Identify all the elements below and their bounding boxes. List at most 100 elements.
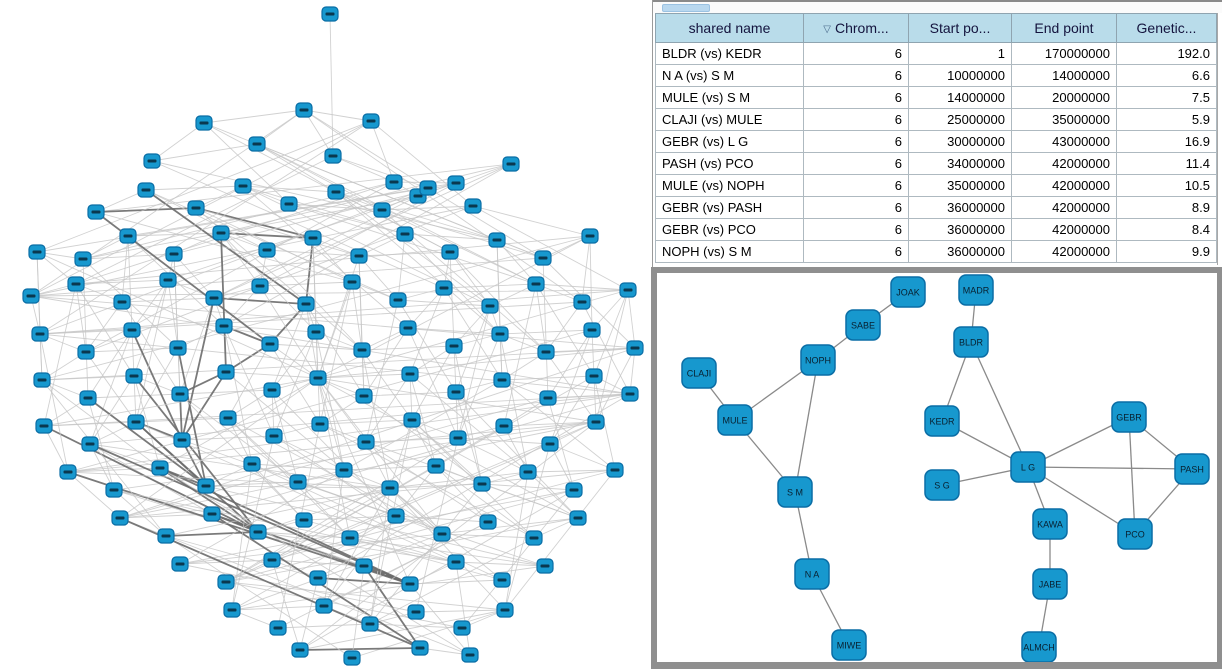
network-edge[interactable] <box>319 423 535 539</box>
network-edge[interactable] <box>461 489 575 629</box>
network-edge[interactable] <box>133 375 161 469</box>
network-edge[interactable] <box>41 379 161 469</box>
network-node[interactable] <box>143 153 161 169</box>
network-node[interactable] <box>309 570 327 586</box>
network-edge[interactable] <box>365 373 411 443</box>
table-cell[interactable]: 14000000 <box>1011 64 1117 87</box>
network-node[interactable] <box>304 230 322 246</box>
network-node[interactable] <box>447 175 465 191</box>
network-edge[interactable] <box>481 483 575 491</box>
network-edge[interactable] <box>269 343 319 379</box>
network-node-sm[interactable]: S M <box>777 476 813 508</box>
network-node[interactable] <box>321 6 339 22</box>
network-edge[interactable] <box>41 379 167 537</box>
network-node[interactable] <box>113 294 131 310</box>
network-edge[interactable] <box>361 345 455 351</box>
table-cell[interactable]: CLAJI (vs) MULE <box>655 108 804 131</box>
network-edge[interactable] <box>441 533 535 539</box>
network-edge[interactable] <box>39 187 429 335</box>
network-edge[interactable] <box>317 577 411 585</box>
network-edge[interactable] <box>119 377 319 519</box>
network-edge[interactable] <box>449 251 491 307</box>
network-edge[interactable] <box>299 647 421 651</box>
network-edge[interactable] <box>85 347 179 353</box>
network-edge[interactable] <box>407 327 501 335</box>
network-node[interactable] <box>479 514 497 530</box>
network-node[interactable] <box>111 510 129 526</box>
table-cell[interactable]: 36000000 <box>908 218 1012 241</box>
network-edge[interactable] <box>591 329 595 377</box>
network-node[interactable] <box>67 276 85 292</box>
network-edge[interactable] <box>317 377 597 423</box>
network-edge[interactable] <box>113 489 167 537</box>
network-node[interactable] <box>289 474 307 490</box>
network-edge[interactable] <box>449 251 455 347</box>
network-edge[interactable] <box>970 341 1029 468</box>
table-cell[interactable]: NOPH (vs) S M <box>655 240 804 263</box>
network-edge[interactable] <box>195 207 314 239</box>
network-edge[interactable] <box>159 467 471 656</box>
network-edge[interactable] <box>36 251 319 379</box>
network-node[interactable] <box>362 113 380 129</box>
network-node[interactable] <box>464 198 482 214</box>
network-edge[interactable] <box>547 393 631 399</box>
network-node[interactable] <box>59 464 77 480</box>
network-node[interactable] <box>381 480 399 496</box>
network-edge[interactable] <box>365 441 391 489</box>
network-node[interactable] <box>403 412 421 428</box>
network-edge[interactable] <box>75 279 169 285</box>
network-edge[interactable] <box>370 120 474 207</box>
network-node[interactable] <box>309 370 327 386</box>
network-edge[interactable] <box>36 120 372 253</box>
table-cell[interactable]: PASH (vs) PCO <box>655 152 804 175</box>
network-edge[interactable] <box>581 235 591 303</box>
network-edge[interactable] <box>67 471 411 585</box>
network-edge[interactable] <box>259 281 353 287</box>
network-node-joak[interactable]: JOAK <box>890 276 926 308</box>
network-node[interactable] <box>297 296 315 312</box>
network-edge[interactable] <box>242 185 406 235</box>
network-node[interactable] <box>357 434 375 450</box>
network-edge[interactable] <box>87 329 133 399</box>
network-edge[interactable] <box>179 393 305 521</box>
network-node[interactable] <box>234 178 252 194</box>
network-edge[interactable] <box>242 185 337 193</box>
network-edge[interactable] <box>179 297 215 395</box>
network-edge[interactable] <box>455 561 546 567</box>
network-edge[interactable] <box>133 375 259 533</box>
network-edge[interactable] <box>1027 466 1136 535</box>
network-node[interactable] <box>169 340 187 356</box>
network-edge[interactable] <box>39 120 372 335</box>
network-node[interactable] <box>81 436 99 452</box>
column-header-4[interactable]: Genetic... <box>1116 13 1217 43</box>
network-edge[interactable] <box>365 299 399 443</box>
network-node[interactable] <box>355 558 373 574</box>
network-edge[interactable] <box>231 463 253 611</box>
network-edge[interactable] <box>159 377 319 469</box>
network-node[interactable] <box>447 384 465 400</box>
network-edge[interactable] <box>181 297 215 441</box>
network-node[interactable] <box>187 200 205 216</box>
network-node[interactable] <box>157 528 175 544</box>
network-edge[interactable] <box>504 471 529 611</box>
network-edge[interactable] <box>75 283 135 377</box>
network-edge[interactable] <box>85 351 137 423</box>
subnetwork-view[interactable]: JOAK MADR SABE NOPH BLDR CLAJI MULE KEDR GEBR L G… <box>657 273 1217 662</box>
table-cell[interactable]: 20000000 <box>1011 86 1117 109</box>
network-edge[interactable] <box>203 122 290 205</box>
network-node[interactable] <box>87 204 105 220</box>
network-node[interactable] <box>263 552 281 568</box>
network-node[interactable] <box>581 228 599 244</box>
network-edge[interactable] <box>323 521 489 607</box>
network-node[interactable] <box>401 366 419 382</box>
network-edge[interactable] <box>455 391 579 519</box>
network-node-pash[interactable]: PASH <box>1174 453 1210 485</box>
network-edge[interactable] <box>365 441 489 523</box>
network-edge[interactable] <box>43 283 77 427</box>
network-edge[interactable] <box>363 391 457 397</box>
network-node[interactable] <box>433 526 451 542</box>
column-header-0[interactable]: shared name <box>655 13 804 43</box>
network-node[interactable] <box>495 418 513 434</box>
network-node[interactable] <box>350 248 368 264</box>
network-node[interactable] <box>151 460 169 476</box>
